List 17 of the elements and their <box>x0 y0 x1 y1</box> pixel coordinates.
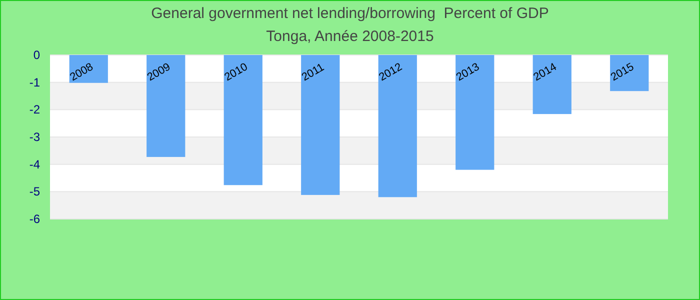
y-tick-label: -6 <box>29 212 40 226</box>
chart-subtitle: Tonga, Année 2008-2015 <box>266 28 434 45</box>
y-tick-label: -2 <box>29 102 40 117</box>
x-tick-label: 2014 <box>532 60 559 84</box>
y-tick-label: -3 <box>29 130 40 144</box>
y-tick-label: 0 <box>33 48 40 62</box>
x-tick-label: 2008 <box>68 60 96 84</box>
x-tick-label: 2015 <box>608 60 636 84</box>
y-tick-label: -1 <box>29 75 40 90</box>
x-tick-label: 2009 <box>145 60 173 84</box>
y-tick-label: -5 <box>29 184 40 199</box>
x-tick-label: 2010 <box>222 60 250 84</box>
x-tick-label: 2012 <box>377 60 404 84</box>
y-tick-label: -4 <box>29 157 40 172</box>
x-tick-label: 2011 <box>300 61 326 84</box>
chart-title: General government net lending/borrowing Percent of GDP <box>151 5 549 22</box>
x-tick-label: 2013 <box>454 60 482 84</box>
